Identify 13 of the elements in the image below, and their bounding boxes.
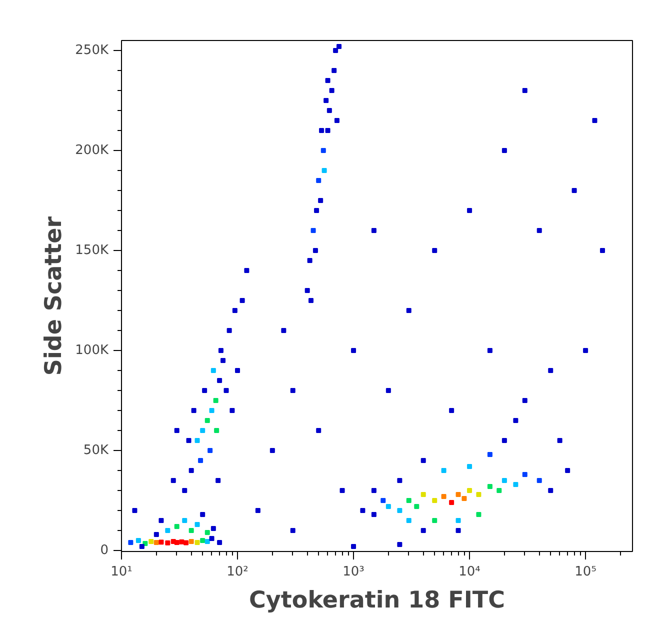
y-tick-label: 200K [75, 143, 109, 158]
y-axis-title: Side Scatter [41, 216, 68, 376]
x-tick-label: 10³ [342, 564, 364, 580]
x-axis-title: Cytokeratin 18 FITC [249, 588, 505, 614]
y-tick-label: 250K [75, 43, 109, 58]
y-tick-label: 50K [83, 443, 109, 458]
x-tick-label: 10¹ [110, 564, 132, 580]
y-tick-label: 150K [75, 243, 109, 258]
x-tick-label: 10² [226, 564, 248, 580]
y-tick-label: 0 [100, 543, 109, 558]
y-tick-label: 100K [75, 343, 109, 358]
x-tick-label: 10⁴ [458, 564, 480, 580]
x-tick-label: 10⁵ [574, 564, 596, 580]
